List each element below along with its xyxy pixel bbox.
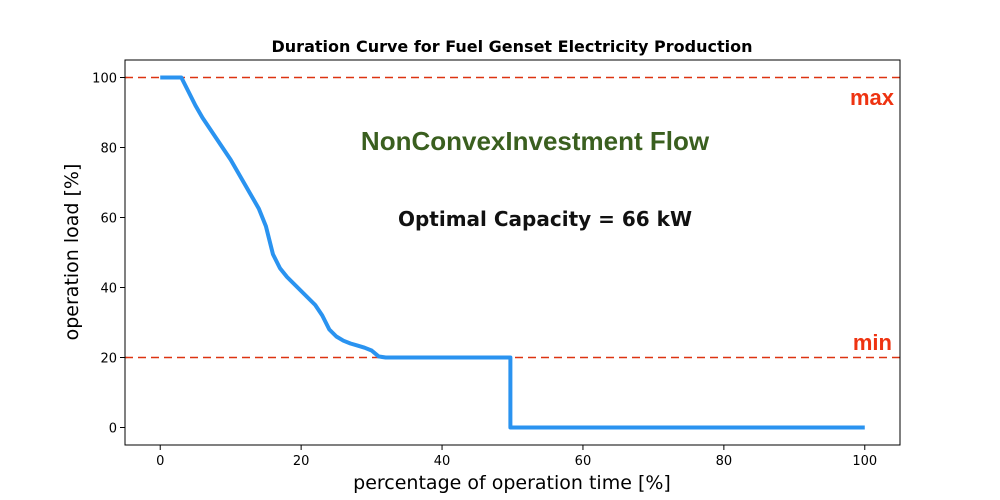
x-tick-label: 100	[852, 454, 877, 469]
x-axis-label: percentage of operation time [%]	[353, 472, 671, 494]
y-tick-label: 20	[100, 352, 117, 367]
annotation-max-label: max	[850, 85, 895, 110]
y-axis-ticks: 0 20 40 60 80 100	[92, 72, 125, 437]
x-tick-label: 0	[156, 454, 164, 469]
x-tick-label: 60	[575, 454, 592, 469]
chart-title: Duration Curve for Fuel Genset Electrici…	[272, 37, 753, 56]
series-line-0	[160, 75, 865, 430]
series-layer	[160, 75, 865, 430]
x-tick-label: 80	[716, 454, 733, 469]
plot-frame	[124, 59, 901, 446]
y-axis-label: operation load [%]	[61, 164, 83, 341]
annotation-min-label: min	[853, 330, 892, 355]
y-tick-label: 40	[100, 282, 117, 297]
y-tick-label: 60	[100, 212, 117, 227]
annotation-flow-type: NonConvexInvestment Flow	[361, 126, 710, 156]
annotation-optimal-capacity: Optimal Capacity = 66 kW	[398, 207, 692, 231]
y-tick-label: 80	[100, 142, 117, 157]
y-tick-label: 0	[109, 422, 117, 437]
x-tick-label: 20	[293, 454, 310, 469]
y-tick-label: 100	[92, 72, 117, 87]
x-tick-label: 40	[434, 454, 451, 469]
x-axis-ticks: 0 20 40 60 80 100	[156, 445, 877, 469]
